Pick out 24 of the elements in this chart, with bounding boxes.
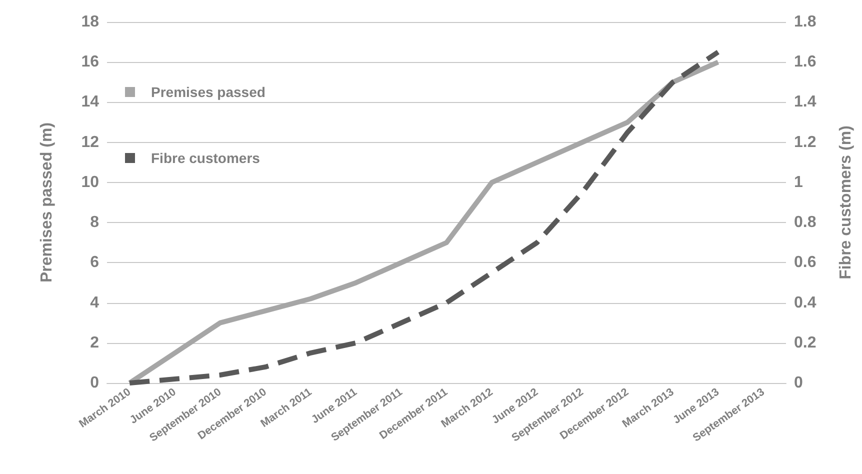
y-tick-label: 14 bbox=[81, 94, 100, 111]
y-tick-label: 4 bbox=[90, 294, 100, 312]
y2-tick-label: 1.2 bbox=[794, 134, 816, 151]
y-tick-label: 16 bbox=[81, 54, 100, 71]
y2-tick-label: 1.8 bbox=[794, 14, 816, 30]
y2-tick-label: 0.2 bbox=[794, 334, 816, 352]
y2-tick-label: 0.8 bbox=[794, 214, 816, 232]
y-tick-label: 6 bbox=[90, 254, 100, 272]
y-tick-label: 10 bbox=[81, 174, 100, 191]
legend-label: Fibre customers bbox=[151, 150, 260, 166]
y2-tick-label: 1.4 bbox=[794, 94, 816, 111]
y-tick-label: 0 bbox=[90, 374, 100, 392]
y-axis-title: Premises passed (m) bbox=[38, 122, 56, 283]
y-tick-label: 12 bbox=[81, 134, 100, 151]
y2-tick-label: 1.6 bbox=[794, 54, 816, 71]
y2-axis-title: Fibre customers (m) bbox=[838, 126, 854, 280]
y-tick-label: 8 bbox=[90, 214, 100, 232]
y-tick-label: 2 bbox=[90, 334, 100, 352]
y2-tick-label: 0 bbox=[794, 374, 803, 392]
y2-tick-label: 0.4 bbox=[794, 294, 816, 312]
legend-label: Premises passed bbox=[151, 84, 266, 100]
y2-tick-label: 0.6 bbox=[794, 254, 816, 272]
y2-tick-label: 1 bbox=[794, 174, 803, 191]
y-tick-label: 18 bbox=[81, 14, 100, 30]
